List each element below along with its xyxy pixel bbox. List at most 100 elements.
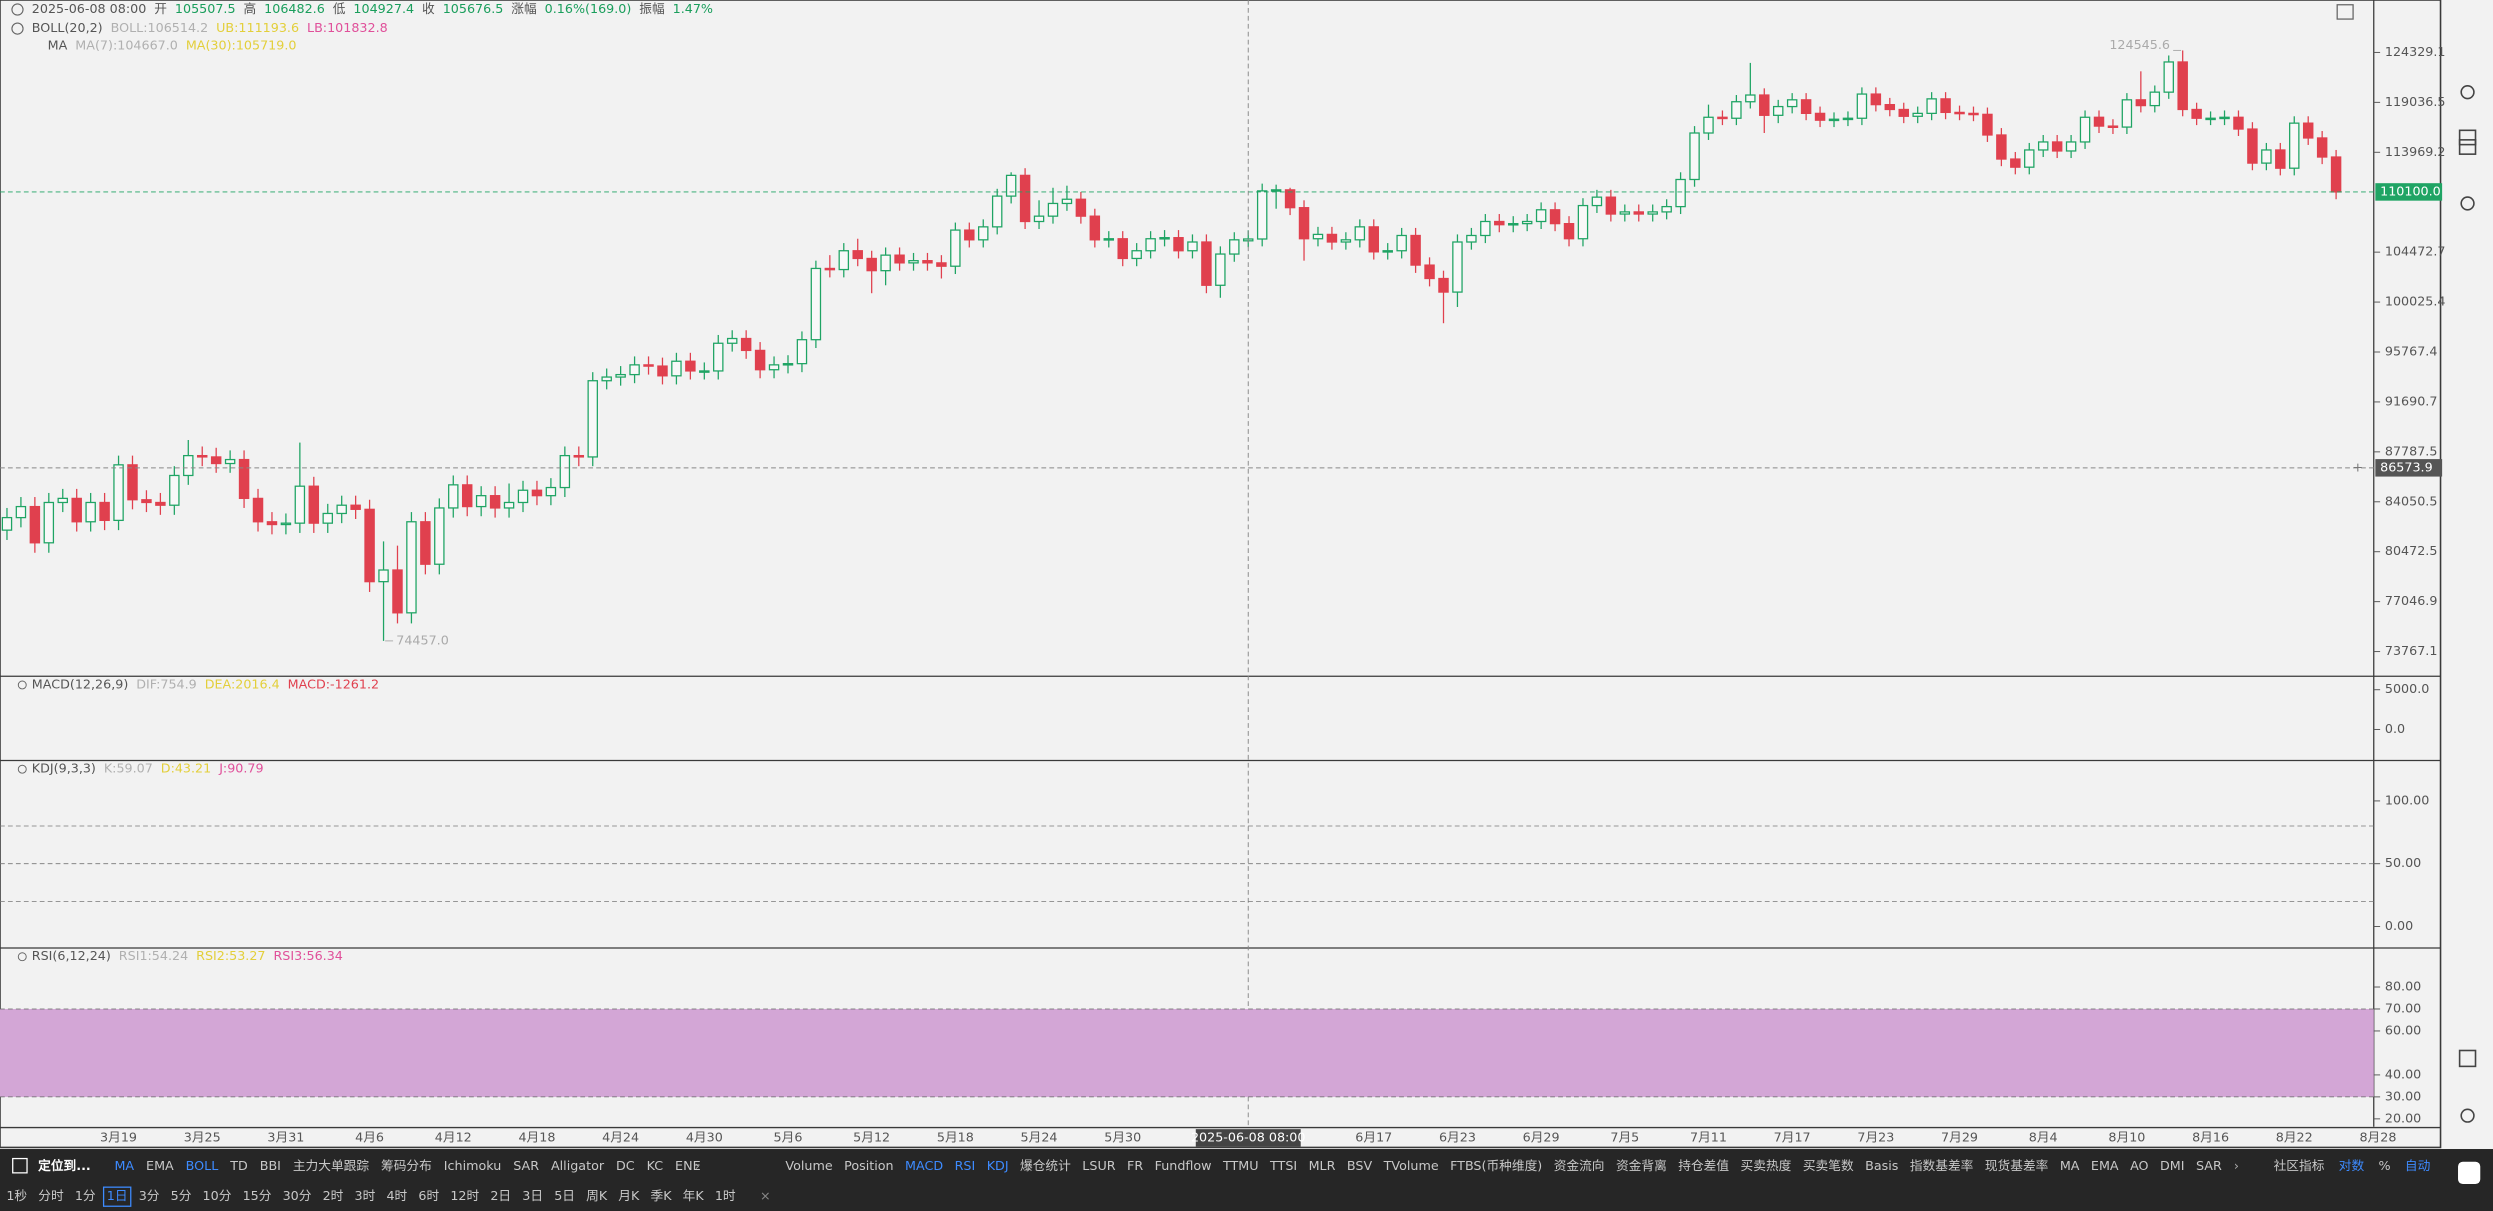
toolbar-item[interactable]: 现货基差率 [1985,1158,2049,1173]
toolbar-item[interactable]: ENE [675,1158,701,1173]
candle-body [1926,98,1937,115]
toolbar-item[interactable]: 1时 [715,1188,736,1203]
candle-body [252,497,264,523]
toolbar-item[interactable]: 3日 [522,1188,543,1203]
candle-body [1033,215,1045,223]
candle-body [629,364,640,376]
scroll-arrow[interactable]: › [2234,1158,2239,1173]
candle-body [1368,226,1380,253]
toolbar-item[interactable]: 4时 [386,1188,407,1203]
toolbar-item[interactable]: DC [616,1158,635,1173]
toolbar-item[interactable]: EMA [146,1158,174,1173]
toolbar-item[interactable]: 6时 [418,1188,439,1203]
toolbar-item[interactable]: 15分 [243,1188,272,1203]
toolbar-item[interactable]: 1分 [75,1188,96,1203]
toolbar-item[interactable]: 2时 [323,1188,344,1203]
toolbar-item[interactable]: 持仓差值 [1678,1158,1729,1173]
sidebar-icon[interactable] [2458,139,2477,155]
locate-icon[interactable] [12,1157,28,1174]
toolbar-item[interactable]: 12时 [450,1188,479,1203]
toolbar-item[interactable]: 自动 [2405,1158,2430,1173]
toolbar-item[interactable]: 1日 [107,1188,128,1203]
toolbar-item[interactable]: Basis [1865,1158,1898,1173]
sidebar-icon[interactable] [2458,1049,2477,1068]
toolbar-item[interactable]: 社区指标 [2274,1158,2325,1173]
y-tick-label: 70.00 [2385,1000,2421,1015]
candle-body [196,454,208,458]
scroll-arrow[interactable]: › [695,1158,700,1173]
toolbar-item[interactable]: 分时 [38,1188,64,1203]
toolbar-item[interactable]: MA [2060,1158,2080,1173]
candle-body [461,484,473,508]
toolbar-item[interactable]: FTBS(币种维度) [1450,1158,1542,1173]
toolbar-item[interactable]: BSV [1347,1158,1373,1173]
toolbar-item[interactable]: TD [229,1158,248,1173]
sidebar-icon[interactable] [2460,85,2475,100]
toolbar-item[interactable]: Position [844,1158,893,1173]
toolbar-item[interactable]: 买卖笔数 [1803,1158,1854,1173]
toolbar-item[interactable]: EMA [2091,1158,2119,1173]
rsi-band [0,1008,2374,1097]
toolbar-item[interactable]: 月K [618,1188,640,1203]
close-icon[interactable]: × [760,1188,771,1203]
toolbar-item[interactable]: BOLL [186,1158,220,1173]
help-icon[interactable] [2458,1161,2481,1184]
candle-body [1842,117,1854,121]
toolbar-item[interactable]: 指数基差率 [1910,1158,1974,1173]
toolbar-item[interactable]: AO [2130,1158,2148,1173]
toolbar-item[interactable]: 3分 [139,1188,160,1203]
toolbar-item[interactable]: DMI [2160,1158,2185,1173]
toolbar-item[interactable]: Alligator [551,1158,605,1173]
toolbar-item[interactable]: KDJ [987,1158,1009,1173]
toolbar-item[interactable]: 5分 [171,1188,192,1203]
candle-body [2010,158,2021,168]
toolbar-item[interactable]: TVolume [1383,1158,1439,1173]
sidebar-icon[interactable] [2460,1108,2475,1123]
toolbar-item[interactable]: 3时 [355,1188,376,1203]
y-tick-label: 87787.5 [2385,443,2438,458]
toolbar-item[interactable]: 资金背离 [1616,1158,1667,1173]
toolbar-item[interactable]: BBI [260,1158,281,1173]
toolbar-item[interactable]: MA [114,1158,134,1173]
legend-text: 104927.4 [353,1,414,16]
toolbar-item[interactable]: RSI [955,1158,976,1173]
sidebar-icon[interactable] [2458,129,2477,146]
toolbar-item[interactable]: 对数 [2339,1158,2365,1173]
toolbar-item[interactable]: KC [647,1158,664,1173]
candle-body [1312,233,1324,240]
toolbar-item[interactable]: 资金流向 [1554,1158,1605,1173]
toolbar-item[interactable]: % [2378,1158,2390,1173]
toolbar-item[interactable]: MACD [905,1158,943,1173]
candle-body [238,458,250,500]
toolbar-item[interactable]: FR [1127,1158,1143,1173]
toolbar-item[interactable]: 季K [650,1188,672,1203]
candle-body [1731,101,1742,119]
toolbar-item[interactable]: LSUR [1082,1158,1115,1173]
toolbar-item[interactable]: 主力大单跟踪 [293,1158,370,1173]
candle-body [1940,98,1951,114]
toolbar-item[interactable]: 买卖热度 [1741,1158,1792,1173]
sidebar-icon[interactable] [2460,196,2475,211]
toolbar-item[interactable]: Fundflow [1155,1158,1212,1173]
toolbar-item[interactable]: 筹码分布 [381,1158,432,1173]
toolbar-item[interactable]: Ichimoku [444,1158,501,1173]
toolbar-item[interactable]: TTMU [1222,1158,1259,1173]
toolbar-item[interactable]: 1秒 [6,1188,27,1203]
toolbar-item[interactable]: TTSI [1269,1158,1297,1173]
legend-text: UB:111193.6 [216,20,299,35]
toolbar-item[interactable]: 2日 [490,1188,511,1203]
fullscreen-icon[interactable] [2336,4,2354,20]
toolbar-item[interactable]: 爆仓统计 [1020,1158,1071,1173]
legend-text: 开 [154,1,167,16]
toolbar-item[interactable]: SAR [2196,1158,2222,1173]
toolbar-item[interactable]: SAR [513,1158,539,1173]
toolbar-item[interactable]: 周K [586,1188,608,1203]
toolbar-item[interactable]: MLR [1309,1158,1336,1173]
toolbar-item[interactable]: 年K [683,1188,705,1203]
candle-body [2247,128,2258,164]
toolbar-item[interactable]: 10分 [203,1188,232,1203]
toolbar-item[interactable]: 30分 [283,1188,312,1203]
toolbar-item[interactable]: Volume [785,1158,832,1173]
locate-button[interactable]: 定位到... [38,1158,91,1173]
toolbar-item[interactable]: 5日 [554,1188,575,1203]
